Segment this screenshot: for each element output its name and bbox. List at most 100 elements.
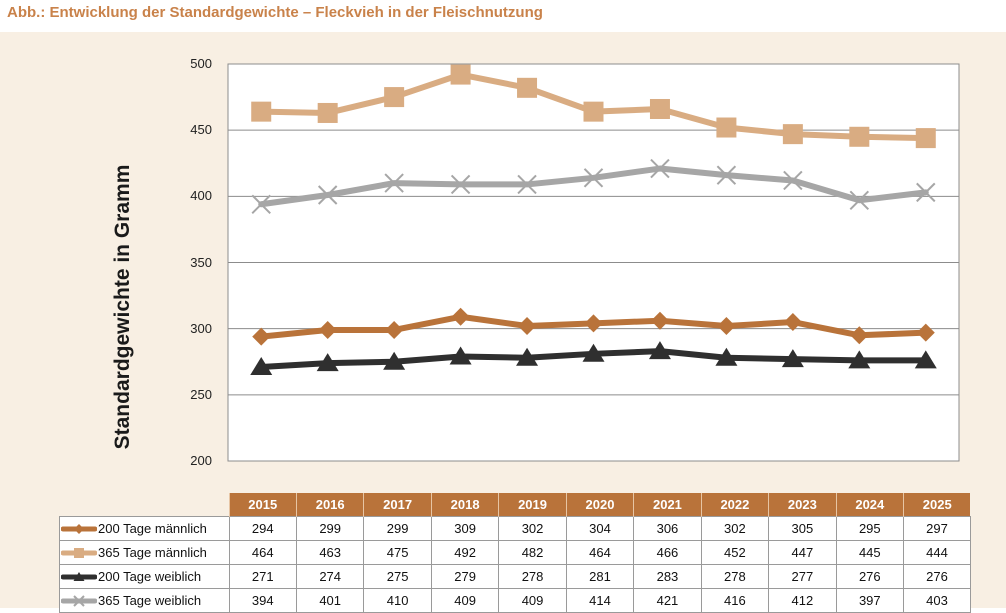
data-label: 421 — [633, 588, 702, 613]
data-label: 306 — [633, 516, 702, 541]
y-tick-label: 200 — [190, 453, 212, 468]
square-marker — [915, 128, 936, 149]
data-label: 299 — [295, 516, 365, 541]
data-label: 278 — [498, 564, 567, 589]
triangle-marker — [316, 353, 339, 372]
x-tick-label: 2022 — [700, 493, 769, 517]
triangle-marker — [914, 350, 937, 369]
cross-marker — [849, 190, 870, 211]
data-label: 452 — [700, 540, 770, 565]
square-marker — [450, 64, 471, 85]
data-label: 463 — [295, 540, 365, 565]
data-label: 283 — [633, 564, 702, 589]
diamond-marker — [518, 317, 537, 336]
triangle-marker — [781, 349, 804, 368]
y-tick-label: 350 — [190, 254, 212, 270]
legend-entry: 200 Tage männlich — [59, 516, 230, 541]
square-marker — [583, 101, 604, 122]
diamond-marker — [916, 323, 935, 342]
diamond-marker — [252, 327, 271, 346]
data-label: 278 — [700, 564, 770, 589]
triangle-marker — [516, 347, 539, 366]
cross-stroke — [583, 168, 604, 188]
y-tick-label: 450 — [190, 122, 212, 138]
legend-label: 200 Tage weiblich — [98, 568, 202, 584]
diamond-marker — [783, 313, 802, 332]
data-label: 294 — [228, 516, 297, 541]
square-marker — [782, 124, 803, 145]
legend-entry: 365 Tage männlich — [59, 540, 230, 565]
data-label: 277 — [768, 564, 837, 589]
x-tick-label: 2025 — [903, 493, 971, 517]
legend-entry: 365 Tage weiblich — [59, 588, 230, 613]
cross-marker — [73, 595, 85, 607]
triangle-marker — [250, 357, 273, 376]
triangle-marker — [715, 347, 738, 366]
y-axis-label: Standardgewichte in Gramm — [111, 164, 134, 450]
triangle-marker — [648, 341, 671, 360]
square-marker — [517, 77, 538, 98]
data-label: 274 — [295, 564, 365, 589]
legend-key-icon — [61, 548, 97, 559]
cross-marker — [916, 182, 936, 203]
data-label: 304 — [565, 516, 635, 541]
data-label: 394 — [228, 588, 297, 613]
diamond-marker — [451, 307, 470, 326]
data-label: 401 — [295, 588, 365, 613]
x-tick-label: 2021 — [633, 493, 702, 517]
data-label: 416 — [700, 588, 770, 613]
x-tick-label: 2018 — [430, 493, 499, 517]
square-marker — [317, 102, 338, 123]
square-marker — [251, 101, 272, 122]
diamond-marker — [385, 320, 404, 339]
x-tick-label: 2024 — [835, 493, 904, 517]
y-tick-label: 500 — [190, 56, 212, 71]
x-tick-label: 2019 — [498, 493, 567, 517]
legend-label: 365 Tage männlich — [98, 544, 207, 560]
legend-label: 365 Tage weiblich — [98, 592, 202, 608]
data-label: 464 — [228, 540, 297, 565]
data-label: 271 — [228, 564, 297, 589]
data-table: 2015 2016 2017 2018 2019 2020 2021 2022 2023 2024… — [59, 493, 971, 613]
data-label: 445 — [835, 540, 905, 565]
cross-marker — [517, 174, 537, 195]
cross-stroke — [916, 182, 936, 203]
x-tick-label: 2016 — [295, 493, 364, 517]
table-row: 200 Tage männlich 294 299 299 309 302 304 306 30… — [59, 516, 971, 541]
y-tick-label: 250 — [190, 386, 212, 402]
data-label: 279 — [430, 564, 500, 589]
data-label: 475 — [363, 540, 432, 565]
data-label: 276 — [903, 564, 971, 589]
cross-stroke — [384, 173, 404, 193]
cross-marker — [384, 173, 404, 193]
data-label: 447 — [768, 540, 837, 565]
data-label: 409 — [498, 588, 567, 613]
cross-stroke — [317, 185, 338, 205]
y-tick-label: 400 — [190, 188, 212, 204]
legend-key-icon — [61, 595, 97, 607]
cross-marker — [317, 185, 338, 205]
data-label: 302 — [700, 516, 770, 541]
cross-marker — [650, 158, 670, 179]
data-label: 412 — [768, 588, 837, 613]
diamond-marker — [584, 314, 603, 333]
square-marker — [716, 117, 737, 138]
data-label: 295 — [835, 516, 905, 541]
data-label: 403 — [903, 588, 971, 613]
cross-stroke — [517, 174, 537, 195]
cross-stroke — [716, 165, 737, 185]
data-label: 305 — [768, 516, 837, 541]
triangle-marker — [449, 346, 472, 365]
data-label: 309 — [430, 516, 500, 541]
table-row: 365 Tage männlich 464 463 475 492 482 464 466 45… — [59, 540, 971, 565]
cross-stroke — [73, 595, 85, 607]
triangle-marker — [73, 572, 85, 582]
x-tick-label: 2015 — [228, 493, 297, 517]
table-row: 200 Tage weiblich 271 274 275 279 278 281 283 27… — [59, 564, 971, 589]
diamond-marker — [850, 326, 869, 345]
x-tick-label: 2020 — [565, 493, 634, 517]
data-label: 410 — [363, 588, 432, 613]
data-label: 482 — [498, 540, 567, 565]
x-tick-label: 2017 — [363, 493, 432, 517]
figure-title: Abb.: Entwicklung der Standardgewichte –… — [7, 4, 543, 21]
